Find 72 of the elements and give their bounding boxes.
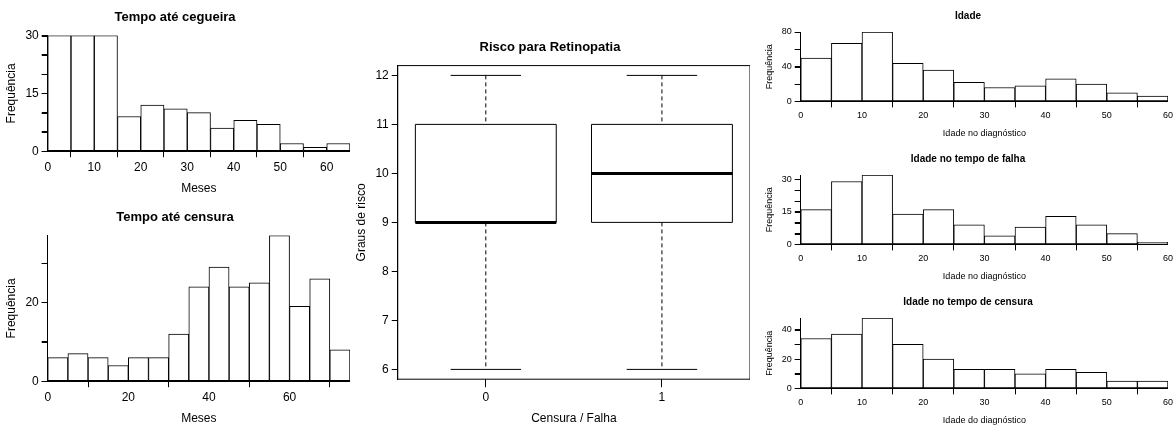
x-tick-label: 10: [857, 397, 868, 408]
x-tick-label: 40: [202, 389, 216, 404]
x-tick-label: 30: [979, 110, 990, 121]
x-tick-label: 60: [320, 159, 334, 174]
y-axis-title: Graus de risco: [353, 183, 368, 262]
x-tick-label: 60: [1162, 110, 1173, 121]
x-tick-label: 60: [1162, 397, 1173, 408]
chart-title: Idade no tempo de falha: [910, 152, 1026, 164]
y-tick-label: 0: [786, 95, 792, 106]
x-tick-label: 20: [121, 389, 136, 404]
y-tick-label: 6: [382, 361, 390, 376]
x-tick-label: 20: [918, 110, 929, 121]
x-tick-label: 50: [273, 159, 288, 174]
chart-title: Idade no tempo de censura: [903, 295, 1034, 307]
y-tick-label: 0: [32, 373, 40, 388]
chart-title: Tempo até censura: [116, 209, 235, 225]
x-tick-label: 50: [1101, 110, 1112, 121]
y-tick-label: 80: [781, 26, 792, 37]
x-tick-label: 10: [87, 159, 102, 174]
x-tick-label: 50: [1101, 397, 1112, 408]
x-tick-label: 50: [1101, 253, 1112, 264]
y-tick-label: 40: [781, 61, 792, 72]
chart-title: Risco para Retinopatia: [479, 39, 622, 55]
x-axis-title: Idade no diagnóstico: [942, 271, 1026, 282]
y-tick-label: 15: [25, 85, 40, 100]
x-axis-title: Meses: [181, 181, 217, 196]
x-tick-label: 20: [918, 397, 929, 408]
x-axis-title: Meses: [181, 411, 217, 426]
x-axis-title: Idade no diagnóstico: [942, 128, 1026, 139]
y-tick-label: 11: [376, 116, 390, 131]
y-axis-title: Frequência: [763, 44, 774, 90]
x-axis-title: Censura / Falha: [531, 411, 617, 426]
x-tick-label: 20: [918, 253, 929, 264]
x-tick-label: 0: [798, 397, 804, 408]
x-tick-label: 10: [857, 253, 868, 264]
y-axis-title: Frequência: [3, 278, 18, 339]
x-tick-label: 20: [134, 159, 148, 174]
x-tick-label: 40: [1040, 397, 1051, 408]
y-tick-label: 20: [25, 294, 40, 309]
chart-title: Tempo até cegueira: [114, 9, 237, 25]
x-tick-label: 10: [857, 110, 868, 121]
x-tick-label: 40: [227, 159, 241, 174]
x-tick-label: 30: [979, 397, 990, 408]
x-axis-title: Idade do diagnóstico: [942, 415, 1026, 426]
x-tick-label: 60: [1162, 253, 1173, 264]
y-tick-label: 9: [382, 214, 390, 229]
x-tick-label: 60: [282, 389, 297, 404]
y-tick-label: 30: [25, 27, 40, 42]
y-tick-label: 7: [382, 312, 390, 327]
x-tick-label: 0: [44, 389, 52, 404]
y-tick-label: 8: [382, 263, 390, 278]
y-tick-label: 30: [781, 173, 792, 184]
y-tick-label: 0: [786, 238, 792, 249]
x-tick-label: 0: [44, 159, 52, 174]
x-tick-label: 30: [180, 159, 195, 174]
y-axis-title: Frequência: [763, 330, 774, 376]
y-tick-label: 0: [786, 382, 792, 393]
y-tick-label: 0: [32, 143, 40, 158]
x-tick-label: 40: [1040, 110, 1051, 121]
y-tick-label: 20: [781, 353, 792, 364]
x-tick-label: 40: [1040, 253, 1051, 264]
y-tick-label: 12: [375, 67, 390, 82]
y-tick-label: 40: [781, 324, 792, 335]
x-tick-label: 0: [798, 253, 804, 264]
y-axis-title: Frequência: [3, 63, 18, 124]
x-tick-label: 30: [979, 253, 990, 264]
y-tick-label: 15: [781, 206, 792, 217]
x-tick-label: 1: [658, 389, 666, 404]
x-tick-label: 0: [798, 110, 804, 121]
x-tick-label: 0: [482, 389, 490, 404]
chart-title: Idade: [954, 9, 982, 21]
y-axis-title: Frequência: [763, 187, 774, 233]
